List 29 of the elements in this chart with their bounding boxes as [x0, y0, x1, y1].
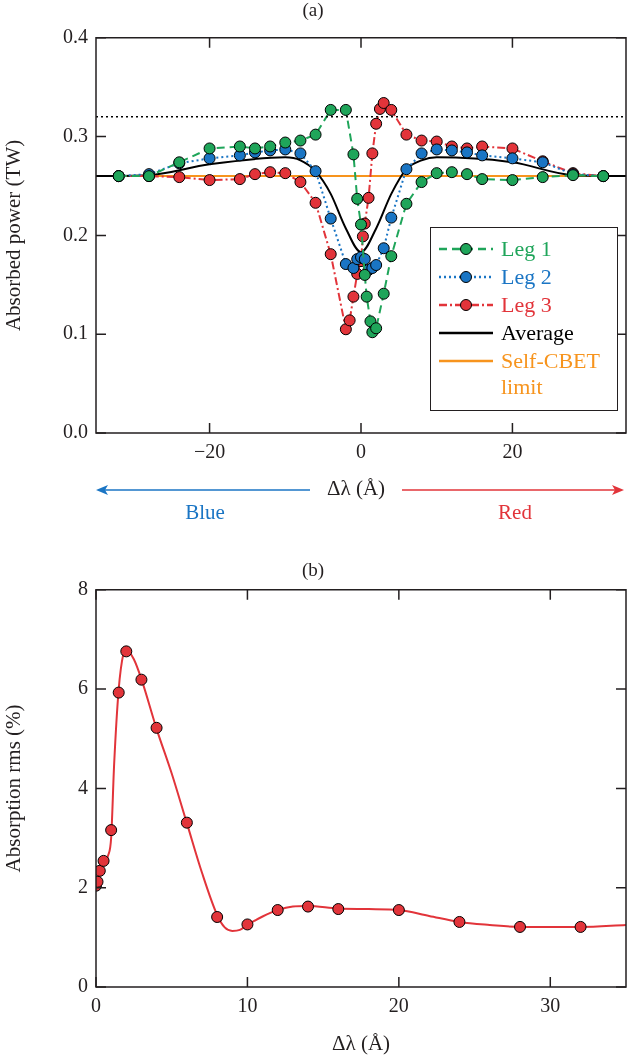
x-tick-label: 10	[237, 994, 258, 1017]
legend-label: Average	[501, 320, 575, 346]
y-axis-title: Absorption rms (%)	[1, 704, 26, 873]
x-tick-label: 30	[540, 994, 561, 1017]
x-tick-label: 20	[388, 994, 409, 1017]
y-tick-label: 0.0	[63, 420, 88, 443]
y-tick-label: 0	[78, 974, 88, 997]
legend-label: Self-CBET limit	[501, 348, 601, 400]
y-tick-label: 0.2	[63, 222, 88, 245]
text: Red	[497, 500, 533, 525]
x-axis-title: Δλ (Å)	[331, 1030, 391, 1055]
y-tick-label: 4	[78, 775, 88, 798]
y-tick-label: 0.3	[63, 123, 88, 146]
chart-title: (a)	[302, 0, 324, 22]
x-tick-label: 20	[502, 440, 523, 463]
y-tick-label: 0.1	[63, 321, 88, 344]
x-tick-label: 0	[356, 440, 366, 463]
legend-label: Leg 3	[501, 292, 553, 318]
legend-label: Leg 1	[501, 236, 553, 262]
y-tick-label: 0.4	[63, 25, 88, 48]
y-axis-title: Absorbed power (TW)	[1, 139, 26, 332]
x-axis-title: Δλ (Å)	[325, 476, 387, 501]
y-tick-label: 2	[78, 874, 88, 897]
text: Blue	[184, 500, 226, 525]
y-tick-label: 8	[78, 577, 88, 600]
legend-label: Leg 2	[501, 264, 553, 290]
y-tick-label: 6	[78, 676, 88, 699]
chart-title: (b)	[301, 559, 325, 582]
x-tick-label: −20	[193, 440, 226, 463]
